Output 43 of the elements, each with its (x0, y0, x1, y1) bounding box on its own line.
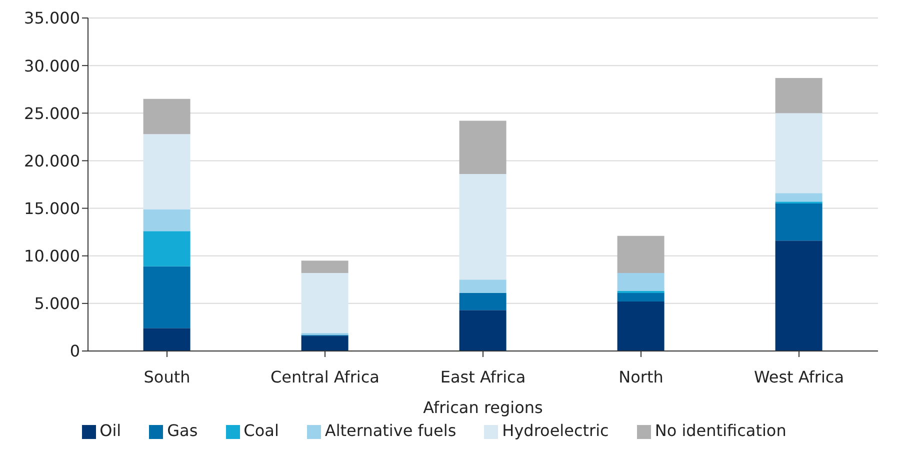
x-tick-label: North (618, 367, 664, 386)
x-tick-label: West Africa (754, 367, 844, 386)
bar (459, 120, 506, 174)
x-tick-label: South (144, 367, 190, 386)
y-tick-label: 5.000 (34, 294, 80, 314)
y-tick-label: 35.000 (24, 8, 80, 28)
bar (617, 272, 664, 292)
bar (775, 240, 822, 351)
bar (617, 292, 664, 302)
x-tick-label: Central Africa (270, 367, 380, 386)
bar (775, 204, 822, 241)
y-tick-label: 15.000 (24, 198, 80, 218)
bar (143, 328, 190, 351)
x-tick-label: East Africa (440, 367, 526, 386)
y-tick-label: 25.000 (24, 104, 80, 123)
bar (143, 231, 190, 266)
y-tick-label: 10.000 (24, 246, 80, 266)
legend-label: No identification (654, 421, 786, 440)
bar (143, 98, 190, 134)
y-tick-label: 30.000 (24, 56, 80, 76)
legend-label: Gas (167, 421, 198, 440)
bar (459, 174, 506, 280)
bar (301, 336, 348, 351)
legend-label: Coal (244, 421, 279, 440)
y-tick-label: 20.000 (24, 151, 80, 170)
bar (459, 280, 506, 293)
bar (775, 193, 822, 202)
bar (775, 113, 822, 194)
bar (143, 134, 190, 210)
legend-label: Alternative fuels (324, 421, 456, 440)
bar (143, 266, 190, 328)
y-tick-label: 0 (70, 342, 80, 361)
x-axis-title: African regions (423, 398, 543, 417)
bar (459, 310, 506, 351)
bar (617, 302, 664, 351)
bar (301, 260, 348, 273)
bar (459, 292, 506, 310)
bar (775, 78, 822, 114)
bar (617, 236, 664, 273)
legend-label: Hydroelectric (502, 421, 609, 440)
bar (301, 272, 348, 333)
bar (143, 209, 190, 232)
legend-label: Oil (100, 421, 122, 440)
